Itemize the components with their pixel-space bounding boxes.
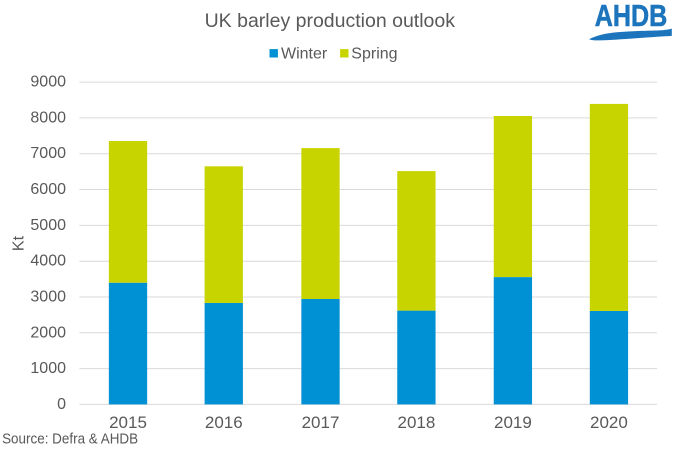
svg-text:5000: 5000 bbox=[30, 217, 66, 234]
svg-text:6000: 6000 bbox=[30, 181, 66, 198]
svg-text:Winter: Winter bbox=[281, 46, 328, 63]
svg-text:2018: 2018 bbox=[397, 413, 435, 432]
svg-text:2016: 2016 bbox=[205, 413, 243, 432]
svg-text:2019: 2019 bbox=[494, 413, 532, 432]
svg-text:4000: 4000 bbox=[30, 253, 66, 270]
svg-text:3000: 3000 bbox=[30, 289, 66, 306]
svg-text:AHDB: AHDB bbox=[595, 0, 668, 33]
svg-text:7000: 7000 bbox=[30, 145, 66, 162]
svg-text:0: 0 bbox=[57, 396, 66, 413]
svg-text:2020: 2020 bbox=[590, 413, 628, 432]
svg-text:Kt: Kt bbox=[11, 235, 28, 251]
svg-text:Source: Defra & AHDB: Source: Defra & AHDB bbox=[2, 432, 138, 448]
svg-text:2000: 2000 bbox=[30, 324, 66, 341]
svg-text:2017: 2017 bbox=[302, 413, 340, 432]
svg-text:8000: 8000 bbox=[30, 109, 66, 126]
svg-text:Spring: Spring bbox=[351, 46, 397, 63]
svg-text:UK barley production outlook: UK barley production outlook bbox=[205, 10, 456, 32]
svg-text:2015: 2015 bbox=[109, 413, 147, 432]
svg-text:9000: 9000 bbox=[30, 74, 66, 91]
svg-text:1000: 1000 bbox=[30, 360, 66, 377]
